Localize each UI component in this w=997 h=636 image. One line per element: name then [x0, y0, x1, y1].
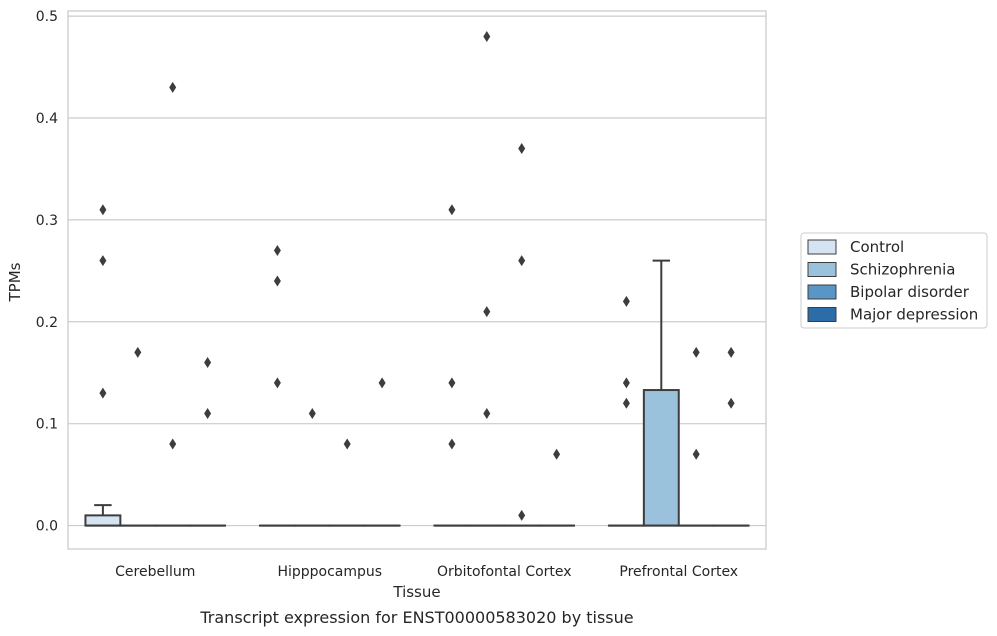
outlier-point	[99, 387, 107, 399]
y-tick-label: 0.0	[36, 519, 58, 535]
y-tick-label: 0.2	[36, 315, 58, 331]
legend-items: Control Schizophrenia Bipolar disorder Majo…	[807, 238, 978, 324]
outlier-point	[134, 346, 142, 358]
outlier-point	[448, 377, 456, 389]
box-body	[642, 389, 680, 527]
legend-frame	[800, 232, 988, 329]
outlier-point	[448, 438, 456, 450]
x-tick-label: Prefrontal Cortex	[619, 564, 738, 580]
outlier-point	[204, 357, 212, 369]
outlier-point	[692, 448, 700, 460]
chart-caption: Transcript expression for ENST0000058302…	[199, 608, 633, 627]
outlier-point	[553, 448, 561, 460]
legend-swatch	[807, 239, 837, 255]
outlier-point	[518, 509, 526, 521]
x-tick-labels: Cerebellum Hipppocampus Orbitofontal Corte…	[115, 564, 738, 580]
x-tick-label: Hipppocampus	[277, 564, 382, 580]
box-body	[84, 514, 122, 527]
x-tick-label: Orbitofontal Cortex	[437, 564, 572, 580]
outlier-point	[99, 255, 107, 267]
legend-swatch	[807, 307, 837, 322]
outliers	[99, 30, 735, 521]
outlier-point	[378, 377, 386, 389]
legend-swatch	[807, 262, 837, 277]
box-schizophrenia	[642, 259, 680, 527]
outlier-point	[204, 407, 212, 419]
outlier-point	[483, 30, 491, 42]
x-tick-label: Cerebellum	[115, 564, 195, 580]
outlier-point	[727, 346, 735, 358]
outlier-point	[169, 81, 177, 93]
legend-label: Bipolar disorder	[850, 283, 970, 301]
box-control	[84, 504, 122, 527]
outlier-point	[99, 204, 107, 216]
outlier-point	[518, 143, 526, 155]
y-axis-label: TPMs	[6, 262, 24, 302]
boxes	[84, 259, 750, 527]
outlier-point	[622, 397, 630, 409]
outlier-point	[308, 407, 316, 419]
outlier-point	[448, 204, 456, 216]
legend-swatch	[807, 284, 837, 300]
outlier-point	[273, 244, 281, 256]
y-tick-label: 0.1	[36, 417, 58, 433]
y-tick-label: 0.4	[36, 111, 58, 127]
y-tick-labels: 0.0 0.1 0.2 0.3 0.4 0.5	[36, 9, 58, 534]
outlier-point	[518, 255, 526, 267]
outlier-point	[692, 346, 700, 358]
y-tick-label: 0.3	[36, 213, 58, 229]
y-tick-label: 0.5	[36, 9, 58, 25]
legend: Control Schizophrenia Bipolar disorder Majo…	[800, 232, 988, 329]
outlier-point	[727, 397, 735, 409]
legend-label: Control	[850, 238, 904, 256]
outlier-point	[622, 295, 630, 307]
legend-label: Schizophrenia	[850, 261, 955, 279]
outlier-point	[169, 438, 177, 450]
outlier-point	[273, 275, 281, 287]
plot-area-frame	[67, 10, 767, 550]
outlier-point	[483, 407, 491, 419]
legend-label: Major depression	[850, 306, 978, 324]
outlier-point	[622, 377, 630, 389]
outlier-point	[343, 438, 351, 450]
outlier-point	[483, 306, 491, 318]
outlier-point	[273, 377, 281, 389]
x-axis-label: Tissue	[392, 583, 440, 601]
